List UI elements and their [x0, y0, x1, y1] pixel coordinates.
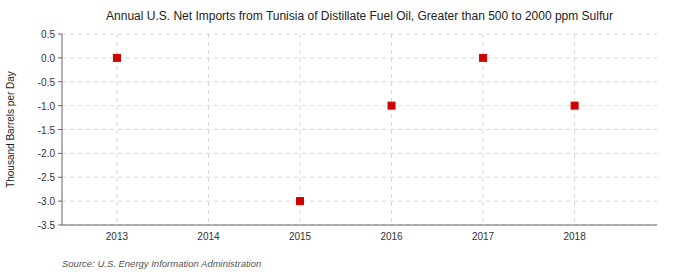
x-tick-label: 2013 — [106, 231, 129, 242]
point — [113, 54, 120, 61]
x-tick-label: 2016 — [380, 231, 403, 242]
x-tick-label: 2018 — [563, 231, 586, 242]
title: Annual U.S. Net Imports from Tunisia of … — [106, 9, 613, 23]
y-grid-line — [62, 34, 657, 35]
y-tick — [58, 81, 62, 82]
y-tick — [58, 105, 62, 106]
x-tick-label: 2015 — [289, 231, 312, 242]
y-axis-line — [62, 34, 63, 225]
axes: 0.5 0.0 -0.5 -1.0 -1.5 -2.0 -2.5 -3.0 -3.5 2013 20… — [38, 29, 657, 242]
points — [113, 54, 578, 204]
y-tick-label: -1.0 — [38, 101, 56, 112]
x-tick-label: 2014 — [197, 231, 220, 242]
point — [480, 54, 487, 61]
x-axis-line — [62, 225, 657, 226]
grid — [62, 34, 657, 225]
y-grid-line — [62, 225, 657, 226]
x-grid-line — [391, 34, 392, 225]
y-grid-line — [62, 81, 657, 82]
point — [297, 198, 304, 205]
y-grid-line — [62, 105, 657, 106]
chart: Annual U.S. Net Imports from Tunisia of … — [0, 0, 675, 275]
y-tick — [58, 129, 62, 130]
y-tick-label: 0.0 — [41, 53, 55, 64]
x-tick-label: 2017 — [472, 231, 495, 242]
y-tick-label: -3.0 — [38, 196, 56, 207]
y-tick-label: -2.0 — [38, 148, 56, 159]
y-tick-label: -0.5 — [38, 77, 56, 88]
y-grid-line — [62, 153, 657, 154]
x-grid-line — [208, 34, 209, 225]
point — [388, 102, 395, 109]
y-axis-label: Thousand Barrels per Day — [5, 71, 16, 188]
y-tick — [58, 153, 62, 154]
y-tick — [58, 177, 62, 178]
y-tick — [58, 34, 62, 35]
y-tick — [58, 225, 62, 226]
source-note: Source: U.S. Energy Information Administ… — [62, 258, 261, 269]
y-tick-label: -1.5 — [38, 125, 56, 136]
y-tick-label: -3.5 — [38, 220, 56, 231]
y-tick — [58, 201, 62, 202]
y-tick — [58, 57, 62, 58]
x-grid-line — [574, 34, 575, 225]
x-grid-line — [116, 34, 117, 225]
y-grid-line — [62, 57, 657, 58]
y-grid-line — [62, 129, 657, 130]
x-grid-line — [300, 34, 301, 225]
y-tick-label: 0.5 — [41, 29, 55, 40]
x-grid-line — [483, 34, 484, 225]
point — [571, 102, 578, 109]
y-grid-line — [62, 177, 657, 178]
y-grid-line — [62, 201, 657, 202]
y-tick-label: -2.5 — [38, 172, 56, 183]
